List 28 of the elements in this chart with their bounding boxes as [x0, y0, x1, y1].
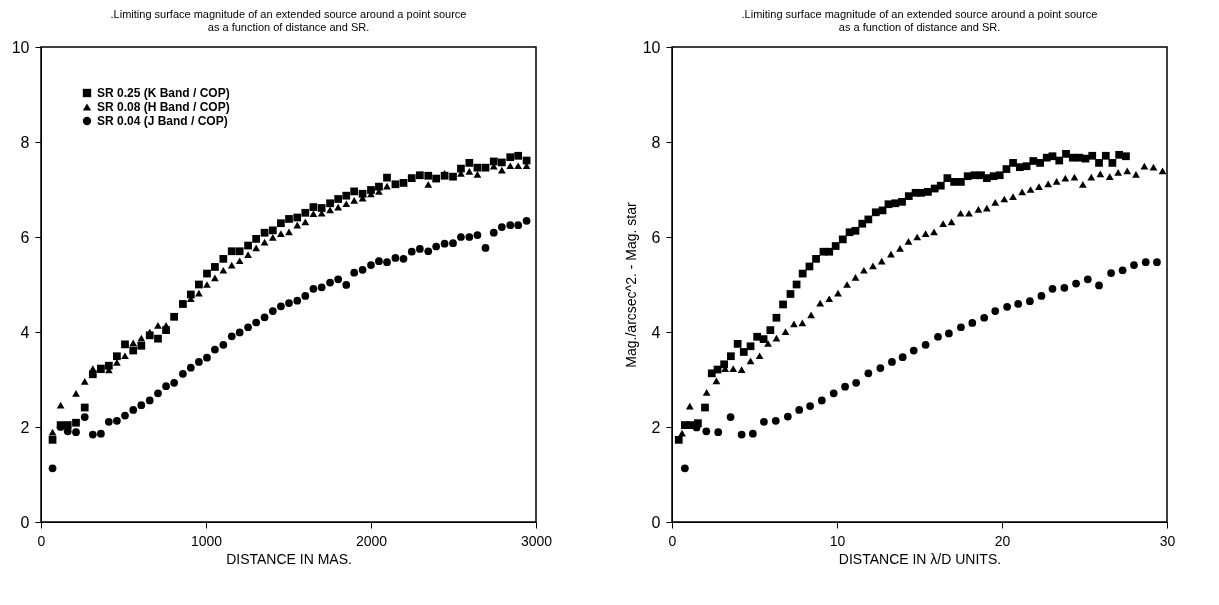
- legend-label: SR 0.08 (H Band / COP): [97, 100, 230, 114]
- y-tick-label: 0: [20, 513, 30, 531]
- y-axis-title: Mag./arcsec^2. - Mag. star: [622, 202, 639, 368]
- y-tick-label: 4: [20, 323, 30, 341]
- y-tick-label: 6: [20, 228, 30, 246]
- y-tick-label: 8: [651, 133, 661, 151]
- legend-label: SR 0.25 (K Band / COP): [97, 86, 230, 100]
- x-tick-label: 10: [829, 532, 846, 549]
- y-tick-label: 4: [651, 323, 661, 341]
- y-tick-label: 8: [20, 133, 30, 151]
- y-tick-label: 10: [11, 38, 30, 56]
- x-tick-label: 0: [37, 532, 46, 549]
- x-axis-title: DISTANCE IN λ/D UNITS.: [838, 550, 1002, 567]
- legend-label: SR 0.04 (J Band / COP): [97, 114, 228, 128]
- y-tick-label: 0: [651, 513, 661, 531]
- x-tick-label: 3000: [520, 532, 553, 549]
- chart-title: .Limiting surface magnitude of an extended source around a point source as a function of distance and SR.: [741, 8, 1098, 33]
- x-tick-label: 1000: [190, 532, 223, 549]
- y-tick-label: 10: [642, 38, 661, 56]
- x-tick-label: 30: [1159, 532, 1176, 549]
- x-tick-label: 2000: [355, 532, 388, 549]
- chart-title: .Limiting surface magnitude of an extended source around a point source as a function of distance and SR.: [110, 8, 467, 33]
- y-tick-label: 2: [651, 418, 661, 436]
- y-tick-label: 6: [651, 228, 661, 246]
- y-tick-label: 2: [20, 418, 30, 436]
- x-axis-title: DISTANCE IN MAS.: [226, 550, 352, 567]
- x-tick-label: 0: [668, 532, 677, 549]
- x-tick-label: 20: [994, 532, 1011, 549]
